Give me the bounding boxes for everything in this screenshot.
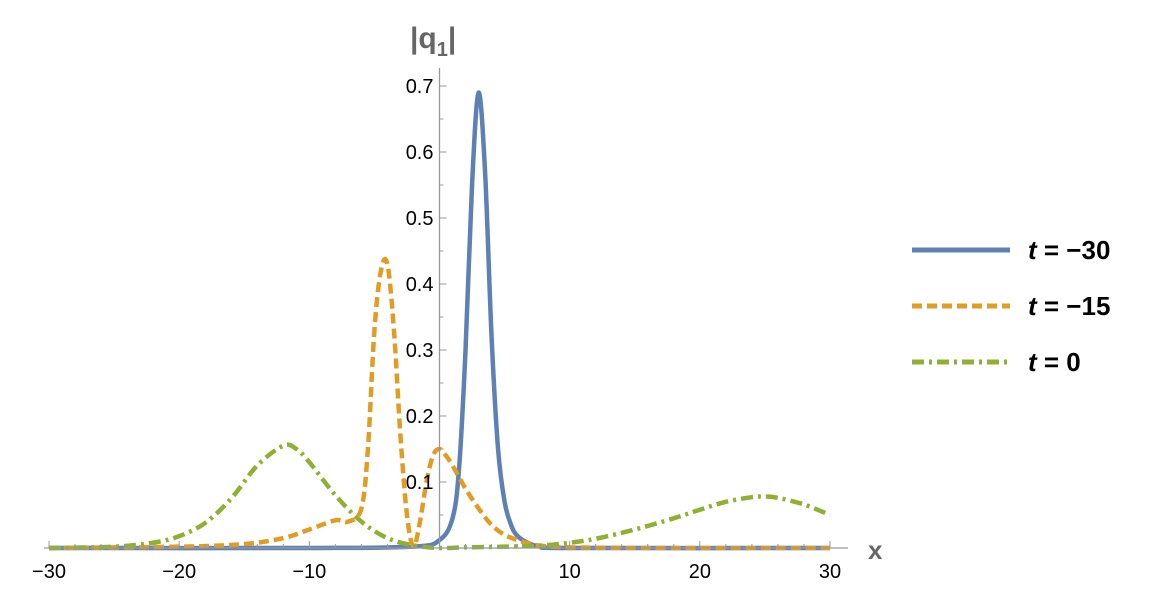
y-tick-label: 0.3 xyxy=(406,340,434,362)
legend: t = −30 t = −15 t = 0 xyxy=(912,222,1142,390)
legend-eq-text: = 0 xyxy=(1036,346,1081,377)
y-tick-label: 0.7 xyxy=(406,76,434,98)
y-axis-title-close: | xyxy=(448,22,456,55)
legend-line-dashed xyxy=(912,303,1010,309)
legend-label-t-15: t = −15 xyxy=(1028,291,1110,322)
y-tick-label: 0.2 xyxy=(406,406,434,428)
legend-line-solid xyxy=(912,247,1010,253)
series-line-solid xyxy=(48,90,831,551)
legend-item-t-15: t = −15 xyxy=(912,278,1142,334)
legend-item-t-30: t = −30 xyxy=(912,222,1142,278)
x-tick-label: −30 xyxy=(32,561,66,583)
y-axis-title: |q1| xyxy=(410,22,456,61)
legend-line-dashdot xyxy=(912,359,1010,365)
y-tick-label: 0.6 xyxy=(406,142,434,164)
x-tick-label: 20 xyxy=(689,561,711,583)
legend-eq-text: = −15 xyxy=(1036,290,1111,321)
x-tick-label: −20 xyxy=(162,561,196,583)
legend-eq-text: = −30 xyxy=(1036,234,1111,265)
axes-layer: −30 −20 −10 10 20 30 0.1 0.2 0.3 0.4 0.5 0.6 0.7 x |… xyxy=(32,22,883,583)
x-axis-title: x xyxy=(868,535,883,565)
legend-label-t-0: t = 0 xyxy=(1028,347,1081,378)
legend-t-symbol: t xyxy=(1028,290,1037,321)
x-tick-label: 10 xyxy=(559,561,581,583)
x-tick-label: 30 xyxy=(819,561,841,583)
y-axis-title-sub: 1 xyxy=(437,39,448,61)
legend-item-t-0: t = 0 xyxy=(912,334,1142,390)
legend-t-symbol: t xyxy=(1028,234,1037,265)
y-tick-label: 0.5 xyxy=(406,208,434,230)
y-axis-title-main: |q xyxy=(410,22,437,55)
legend-t-symbol: t xyxy=(1028,346,1037,377)
y-tick-label: 0.4 xyxy=(406,274,434,296)
ticks-layer: −30 −20 −10 10 20 30 0.1 0.2 0.3 0.4 0.5 0.6 0.7 xyxy=(32,76,841,583)
legend-label-t-30: t = −30 xyxy=(1028,235,1110,266)
x-tick-label: −10 xyxy=(292,561,326,583)
y-tick-label: 0.1 xyxy=(406,472,434,494)
